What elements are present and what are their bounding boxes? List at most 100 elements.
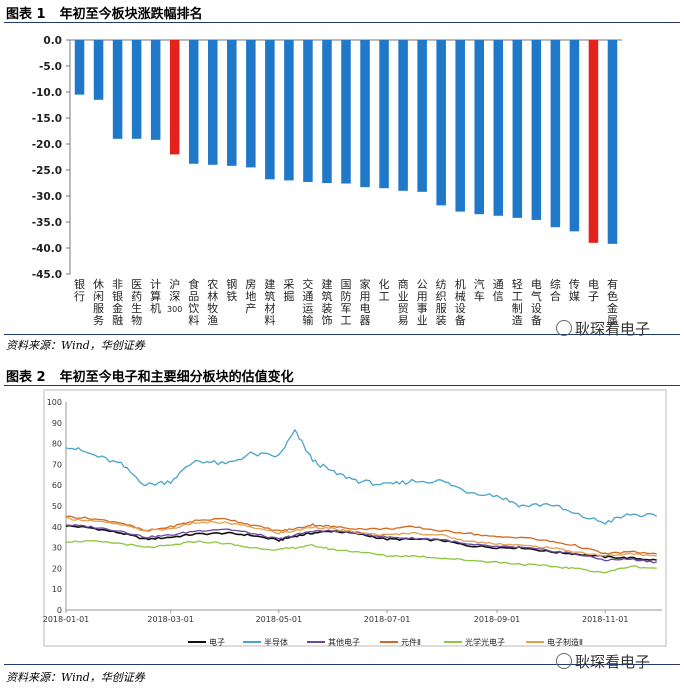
legend-label: 其他电子	[328, 637, 360, 647]
bar-家用电器	[360, 40, 370, 188]
bar-电气设备	[531, 40, 542, 220]
wechat-icon	[556, 320, 572, 336]
bar-category-label: 医药生物	[131, 278, 142, 327]
bar-category-label: 轻工制造	[512, 277, 523, 327]
bar-y-tick-label: -40.0	[32, 243, 62, 255]
bar-轻工制造	[512, 40, 523, 218]
bar-建筑装饰	[322, 40, 332, 183]
bar-传媒	[569, 40, 580, 232]
line-plot-frame	[43, 389, 667, 647]
figure1-title: 图表 1 年初至今板块涨跌幅排名	[6, 3, 203, 22]
line-series-其他电子	[65, 524, 657, 564]
line-y-tick-label: 60	[52, 481, 62, 490]
bar-采掘	[284, 40, 294, 181]
bar-商业贸易	[398, 40, 408, 191]
bar-房地产	[246, 40, 256, 168]
bar-category-label: 电子	[588, 278, 599, 303]
bar-category-label: 钢铁	[226, 278, 237, 303]
figure1-title-text: 年初至今板块涨跌幅排名	[59, 7, 203, 22]
bar-category-label: 纺织服装	[436, 277, 447, 327]
legend-label: 元件Ⅱ	[401, 637, 421, 647]
bar-category-label: 建筑装饰	[321, 277, 332, 327]
legend-label: 光学光电子	[465, 637, 505, 647]
line-y-tick-label: 70	[52, 460, 62, 469]
bar-化工	[379, 40, 389, 189]
bar-食品饮料	[188, 40, 199, 164]
figure1-watermark: 耿琛看电子	[556, 318, 650, 339]
line-x-tick-label: 2018-09-01	[474, 615, 521, 624]
bar-y-tick-label: -45.0	[32, 269, 62, 281]
line-y-tick-label: 0	[57, 606, 62, 615]
bar-建筑材料	[265, 40, 275, 180]
line-series-元件Ⅱ	[65, 515, 657, 555]
line-x-tick-label: 2018-05-01	[256, 615, 303, 624]
bar-计算机	[150, 40, 161, 140]
legend-label: 电子制造Ⅱ	[547, 637, 583, 647]
line-y-tick-label: 20	[52, 564, 62, 573]
bar-通信	[493, 40, 504, 216]
bar-chart: 0.0 -5.0 -10.0 -15.0 -20.0 -25.0 -30.0 -35.0 -40…	[32, 35, 622, 327]
figure2-title: 图表 2 年初至今电子和主要细分板块的估值变化	[6, 366, 294, 385]
bar-y-tick-label: 0.0	[43, 35, 62, 47]
line-y-tick-label: 10	[52, 585, 62, 594]
line-x-tick-label: 2018-07-01	[364, 615, 411, 624]
bar-y-tick-label: -35.0	[32, 217, 62, 229]
bar-机械设备	[455, 40, 465, 212]
bar-交通运输	[303, 40, 313, 182]
bar-钢铁	[227, 40, 237, 166]
bar-综合	[550, 40, 561, 228]
line-y-tick-label: 100	[47, 398, 62, 407]
line-y-tick-label: 50	[52, 502, 62, 511]
line-x-tick-label: 2018-03-01	[147, 615, 194, 624]
figure2-watermark: 耿琛看电子	[556, 651, 650, 672]
bar-休闲服务	[93, 40, 104, 100]
figure1-label: 图表 1	[6, 7, 46, 22]
figure2-bottom-rule	[4, 664, 680, 665]
bar-category-label: 商业贸易	[398, 277, 409, 327]
bar-y-tick-label: -30.0	[32, 191, 62, 203]
bar-category-label: 农林牧渔	[207, 277, 218, 327]
legend-label: 半导体	[264, 637, 288, 647]
bar-银行	[74, 40, 85, 95]
bar-国防军工	[341, 40, 351, 184]
bar-y-tick-label: -25.0	[32, 165, 62, 177]
line-series-电子	[65, 524, 657, 561]
line-series-电子制造Ⅱ	[65, 516, 657, 557]
bar-纺织服装	[436, 40, 446, 206]
bar-category-label: 传媒	[569, 278, 580, 303]
legend-label: 电子	[209, 637, 225, 647]
bar-category-label: 沪深 300	[167, 277, 182, 314]
bar-category-label: 化工	[379, 277, 390, 303]
bar-沪深300	[169, 40, 180, 155]
bar-category-label: 家用电器	[360, 277, 371, 327]
bar-y-tick-label: -10.0	[32, 87, 62, 99]
bar-category-label: 计算机	[150, 278, 161, 315]
bar-category-label: 银行	[74, 277, 85, 303]
line-y-tick-label: 80	[52, 440, 62, 449]
bar-category-label: 食品饮料	[188, 277, 199, 327]
line-y-tick-label: 30	[52, 544, 62, 553]
line-y-tick-label: 40	[52, 523, 62, 532]
bar-category-label: 采掘	[283, 278, 294, 303]
bar-category-label: 汽车	[474, 277, 485, 303]
figure2-label: 图表 2	[6, 370, 46, 385]
bar-category-label: 国防军工	[341, 278, 352, 327]
wechat-icon	[556, 653, 572, 669]
bar-category-label: 非银金融	[112, 278, 123, 327]
figure2-source: 资料来源：Wind，华创证券	[6, 671, 145, 684]
bar-有色金属	[607, 40, 618, 244]
bar-医药生物	[131, 40, 142, 139]
line-x-tick-label: 2018-11-01	[582, 615, 629, 624]
line-series-光学光电子	[65, 539, 657, 574]
line-x-tick-label: 2018-01-01	[43, 615, 90, 624]
bar-y-tick-label: -20.0	[32, 139, 62, 151]
line-y-tick-label: 90	[52, 419, 62, 428]
bar-category-label: 房地产	[245, 278, 256, 315]
bar-y-tick-label: -5.0	[39, 61, 62, 73]
bar-category-label: 建筑材料	[264, 277, 275, 327]
bar-y-tick-label: -15.0	[32, 113, 62, 125]
bar-category-label: 交通运输	[302, 277, 313, 327]
bar-电子	[588, 40, 599, 243]
bar-category-label: 通信	[493, 278, 504, 303]
figure1-source: 资料来源：Wind，华创证券	[6, 339, 145, 352]
